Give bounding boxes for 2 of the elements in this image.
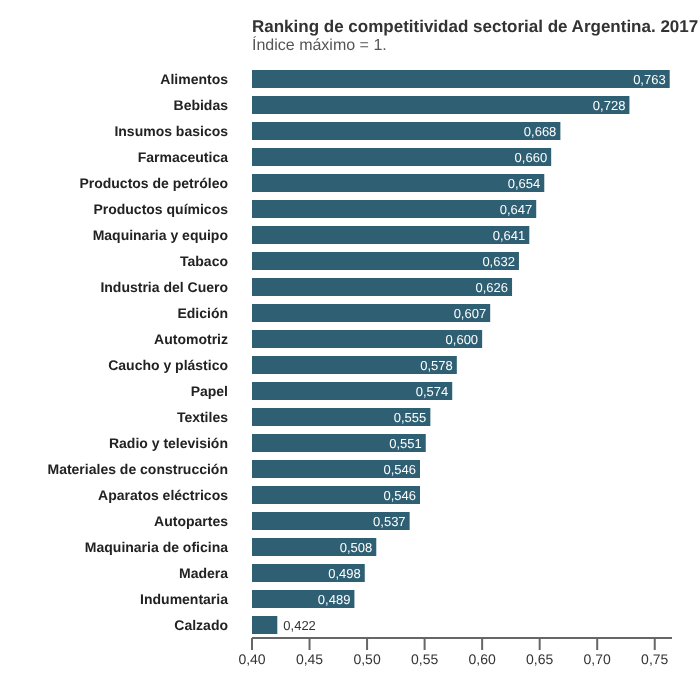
chart-subtitle: Índice máximo = 1. bbox=[252, 36, 389, 54]
chart-title: Ranking de competitividad sectorial de Argentina. 2017 bbox=[252, 16, 699, 36]
